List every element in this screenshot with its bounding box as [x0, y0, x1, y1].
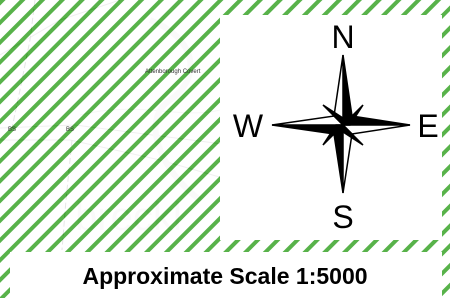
scale-label: Approximate Scale 1:5000	[82, 263, 367, 289]
compass-north: N	[331, 19, 354, 55]
map: breckl Attenborough Covert BS BS N E S W…	[0, 0, 450, 298]
compass: N E S W	[220, 15, 442, 240]
page: breckl Attenborough Covert BS BS N E S W…	[0, 0, 450, 298]
compass-south: S	[332, 199, 353, 235]
compass-west: W	[233, 108, 264, 144]
place-label: Attenborough Covert	[145, 69, 201, 75]
compass-east: E	[417, 108, 438, 144]
parcel-label: BS	[8, 127, 16, 133]
parcel-label: BS	[66, 127, 74, 133]
